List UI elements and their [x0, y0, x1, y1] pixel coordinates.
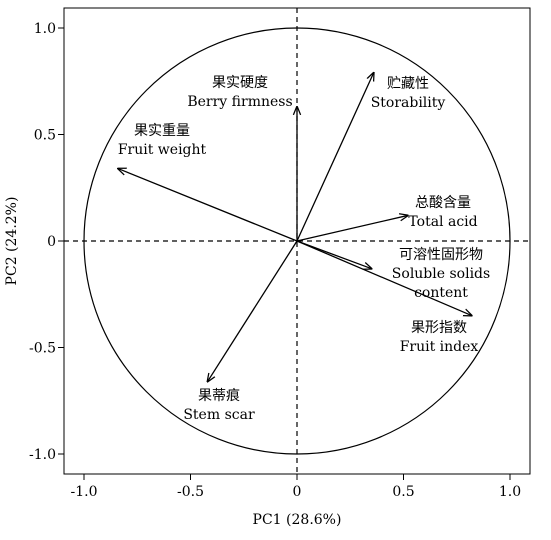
y-tick-label: 1.0 — [34, 21, 56, 37]
unit-circle — [83, 27, 511, 455]
x-axis-label: PC1 (28.6%) — [253, 512, 342, 528]
label-line: Berry firmness — [187, 94, 292, 110]
vector-stem-scar — [208, 240, 298, 382]
y-tick-label: -1.0 — [29, 447, 56, 463]
label-line: Soluble solids — [392, 266, 490, 282]
vector-fruit-index — [296, 240, 472, 316]
y-tick-label: 0 — [47, 234, 56, 250]
label-storability: 贮藏性 Storability — [371, 76, 446, 111]
label-soluble-solids: 可溶性固形物 Soluble solids content — [392, 247, 490, 301]
label-berry-firmness: 果实硬度 Berry firmness — [187, 75, 292, 110]
label-line: Fruit weight — [118, 142, 207, 158]
label-line: Fruit index — [400, 339, 479, 355]
vector-storability — [296, 73, 374, 242]
label-line: Stem scar — [183, 407, 255, 423]
label-line: Total acid — [408, 214, 477, 230]
y-tick-label: 0.5 — [34, 128, 56, 144]
label-line: 果实硬度 — [212, 75, 268, 91]
label-line: 果蒂痕 — [198, 388, 240, 404]
label-line: 可溶性固形物 — [399, 247, 483, 263]
y-tick-label: -0.5 — [29, 341, 56, 357]
x-tick-label: 0 — [293, 484, 302, 500]
label-line: 贮藏性 — [387, 76, 429, 92]
label-fruit-weight: 果实重量 Fruit weight — [118, 123, 207, 158]
label-total-acid: 总酸含量 Total acid — [408, 195, 477, 230]
label-line: 果形指数 — [411, 320, 467, 336]
x-tick-label: 1.0 — [499, 484, 521, 500]
x-tick-label: -1.0 — [71, 484, 98, 500]
label-line: content — [414, 285, 468, 301]
y-axis-label: PC2 (24.2%) — [4, 197, 20, 286]
vector-fruit-weight — [118, 169, 298, 242]
vector-total-acid — [296, 215, 408, 242]
label-line: 果实重量 — [134, 123, 190, 139]
label-stem-scar: 果蒂痕 Stem scar — [183, 388, 255, 423]
x-tick-label: 0.5 — [392, 484, 414, 500]
label-fruit-index: 果形指数 Fruit index — [400, 320, 479, 355]
label-line: Storability — [371, 95, 446, 111]
x-tick-label: -0.5 — [177, 484, 204, 500]
label-line: 总酸含量 — [415, 195, 471, 211]
